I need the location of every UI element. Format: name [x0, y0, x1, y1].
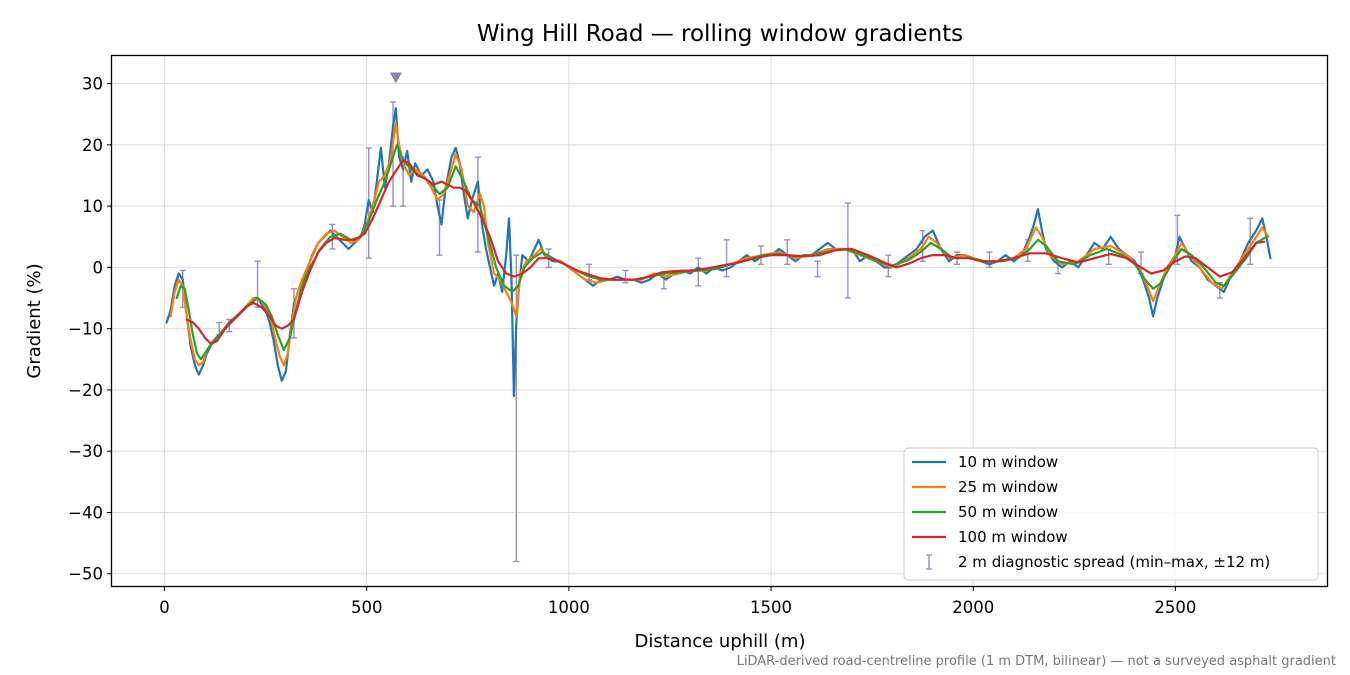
spread-errorbar — [814, 260, 821, 278]
y-tick-label: −50 — [68, 565, 103, 584]
legend: 10 m window 25 m window 50 m window 100 m w… — [903, 447, 1319, 581]
series-line-w100 — [185, 159, 1266, 346]
peak-marker-layer — [389, 72, 402, 84]
legend-box — [903, 447, 1319, 581]
spread-errorbar — [723, 239, 730, 278]
x-tick-label: 2500 — [1154, 598, 1196, 617]
y-axis-label: Gradient (%) — [24, 263, 45, 378]
x-axis-label: Distance uphill (m) — [635, 631, 806, 652]
legend-label-w100: 100 m window — [958, 528, 1068, 546]
legend-items: 10 m window 25 m window 50 m window 100 m w… — [912, 453, 1270, 571]
y-tick-label: −30 — [68, 442, 103, 461]
y-tick-label: 0 — [93, 258, 104, 277]
y-tick-label: −20 — [68, 381, 103, 400]
footnote: LiDAR-derived road-centreline profile (1… — [737, 654, 1336, 669]
plot-frame — [110, 54, 1329, 588]
spread-errorbar — [784, 239, 791, 266]
x-tick-label: 0 — [159, 598, 170, 617]
legend-label-w10: 10 m window — [958, 453, 1058, 471]
y-tick-label: −10 — [68, 320, 103, 339]
peak-marker — [389, 72, 402, 84]
y-tick-label: 10 — [82, 197, 103, 216]
y-tick-label: −40 — [68, 503, 103, 522]
axis-ticks: 0 500 1000 1500 2000 2500 30 20 10 0 −10 −20 −30 −40 −… — [68, 75, 1196, 617]
x-tick-label: 2000 — [952, 598, 994, 617]
legend-label-spread: 2 m diagnostic spread (min–max, ±12 m) — [958, 553, 1270, 571]
y-tick-label: 20 — [82, 136, 103, 155]
spread-errorbar — [695, 257, 702, 287]
chart-title: Wing Hill Road — rolling window gradient… — [477, 21, 963, 47]
x-tick-label: 1000 — [548, 598, 590, 617]
x-tick-label: 1500 — [750, 598, 792, 617]
legend-label-w25: 25 m window — [958, 478, 1058, 496]
series-lines — [165, 106, 1272, 398]
y-tick-label: 30 — [82, 75, 103, 94]
x-tick-label: 500 — [351, 598, 383, 617]
legend-label-w50: 50 m window — [958, 503, 1058, 521]
